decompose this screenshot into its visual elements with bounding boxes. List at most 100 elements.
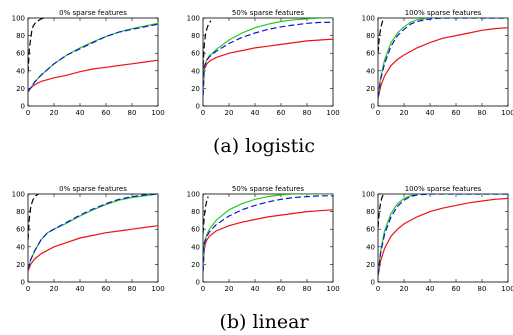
y-tick-label: 80 — [191, 208, 200, 216]
x-tick-label: 100 — [151, 285, 164, 293]
panels: 0% sparse features 0 20 40 60 80 100 0 20 40 60 80 1… — [12, 9, 513, 293]
series-line-red — [28, 59, 158, 91]
y-tick-label: 60 — [16, 226, 25, 234]
y-tick-label: 60 — [16, 50, 25, 58]
chart-panel: 100% sparse features 0 20 40 60 80 100 0 20 40 60 8… — [362, 185, 513, 293]
x-tick-label: 80 — [128, 109, 137, 117]
series-line-green — [28, 194, 158, 270]
x-tick-label: 80 — [478, 285, 487, 293]
series-line-red — [378, 27, 508, 100]
y-tick-label: 20 — [191, 261, 200, 269]
y-tick-label: 100 — [12, 191, 25, 199]
y-tick-label: 100 — [362, 15, 375, 23]
series-group — [28, 18, 158, 93]
x-tick-label: 40 — [76, 109, 85, 117]
x-tick-label: 80 — [303, 285, 312, 293]
y-tick-label: 20 — [16, 261, 25, 269]
chart-panel: 0% sparse features 0 20 40 60 80 100 0 20 40 60 80 1… — [12, 9, 165, 117]
y-tick-label: 80 — [366, 32, 375, 40]
x-tick-label: 60 — [277, 285, 286, 293]
x-tick-label: 100 — [151, 109, 164, 117]
series-line-red — [378, 197, 508, 277]
x-tick-label: 20 — [225, 285, 234, 293]
x-tick-label: 100 — [501, 285, 513, 293]
plot-frame — [377, 193, 509, 283]
x-tick-label: 40 — [251, 285, 260, 293]
series-line-black — [28, 194, 39, 240]
y-tick-label: 20 — [366, 261, 375, 269]
chart-panel: 50% sparse features 0 20 40 60 80 100 0 20 40 60 80… — [187, 185, 340, 293]
x-tick-label: 60 — [452, 109, 461, 117]
x-tick-label: 0 — [26, 109, 30, 117]
y-tick-label: 80 — [366, 208, 375, 216]
series-line-green — [203, 194, 333, 272]
x-tick-label: 0 — [26, 285, 30, 293]
x-tick-label: 60 — [102, 109, 111, 117]
y-tick-label: 80 — [16, 32, 25, 40]
x-tick-label: 80 — [128, 285, 137, 293]
y-tick-label: 40 — [16, 67, 25, 75]
x-tick-label: 100 — [326, 285, 339, 293]
x-tick-label: 20 — [400, 109, 409, 117]
chart-title: 50% sparse features — [232, 9, 304, 17]
series-line-green — [203, 18, 333, 96]
y-tick-label: 20 — [191, 85, 200, 93]
x-tick-label: 20 — [400, 285, 409, 293]
series-line-green — [378, 18, 508, 98]
y-tick-label: 60 — [191, 226, 200, 234]
y-tick-label: 0 — [371, 103, 375, 111]
chart-panel: 0% sparse features 0 20 40 60 80 100 0 20 40 60 80 1… — [12, 185, 165, 293]
x-tick-label: 40 — [76, 285, 85, 293]
x-tick-label: 40 — [426, 109, 435, 117]
series-line-blue — [28, 23, 158, 93]
series-group — [378, 18, 508, 100]
series-line-blue — [203, 195, 333, 272]
x-tick-label: 0 — [201, 109, 205, 117]
y-tick-label: 0 — [196, 103, 200, 111]
y-tick-label: 60 — [191, 50, 200, 58]
caption-b: (b) linear — [219, 311, 309, 333]
chart-title: 50% sparse features — [232, 185, 304, 193]
x-tick-label: 0 — [376, 285, 380, 293]
series-line-blue — [28, 194, 158, 270]
x-tick-label: 20 — [225, 109, 234, 117]
series-line-red — [203, 38, 333, 98]
y-tick-label: 100 — [187, 191, 200, 199]
series-line-green — [28, 22, 158, 93]
x-tick-label: 40 — [426, 285, 435, 293]
x-tick-label: 60 — [277, 109, 286, 117]
y-tick-label: 0 — [196, 279, 200, 287]
chart-title: 100% sparse features — [405, 9, 482, 17]
x-tick-label: 100 — [326, 109, 339, 117]
plot-frame — [202, 17, 334, 107]
chart-title: 100% sparse features — [405, 185, 482, 193]
series-line-black — [378, 19, 384, 54]
chart-panel: 100% sparse features 0 20 40 60 80 100 0 20 40 60 8… — [362, 9, 513, 117]
plot-frame — [377, 17, 509, 107]
series-line-blue — [378, 18, 508, 98]
x-tick-label: 20 — [50, 109, 59, 117]
series-group — [28, 194, 158, 272]
x-tick-label: 60 — [452, 285, 461, 293]
y-tick-label: 40 — [191, 67, 200, 75]
series-line-black — [28, 18, 46, 73]
plot-frame — [202, 193, 334, 283]
y-tick-label: 60 — [366, 226, 375, 234]
series-line-red — [28, 225, 158, 272]
x-tick-label: 80 — [478, 109, 487, 117]
y-tick-label: 60 — [366, 50, 375, 58]
caption-a: (a) logistic — [213, 135, 315, 157]
y-tick-label: 40 — [16, 243, 25, 251]
series-line-black — [378, 194, 384, 228]
y-tick-label: 0 — [21, 279, 25, 287]
x-tick-label: 20 — [50, 285, 59, 293]
x-tick-label: 0 — [376, 109, 380, 117]
y-tick-label: 0 — [371, 279, 375, 287]
y-tick-label: 100 — [187, 15, 200, 23]
series-group — [378, 194, 508, 277]
series-line-green — [378, 194, 508, 276]
y-tick-label: 80 — [16, 208, 25, 216]
chart-title: 0% sparse features — [59, 185, 127, 193]
y-tick-label: 20 — [16, 85, 25, 93]
